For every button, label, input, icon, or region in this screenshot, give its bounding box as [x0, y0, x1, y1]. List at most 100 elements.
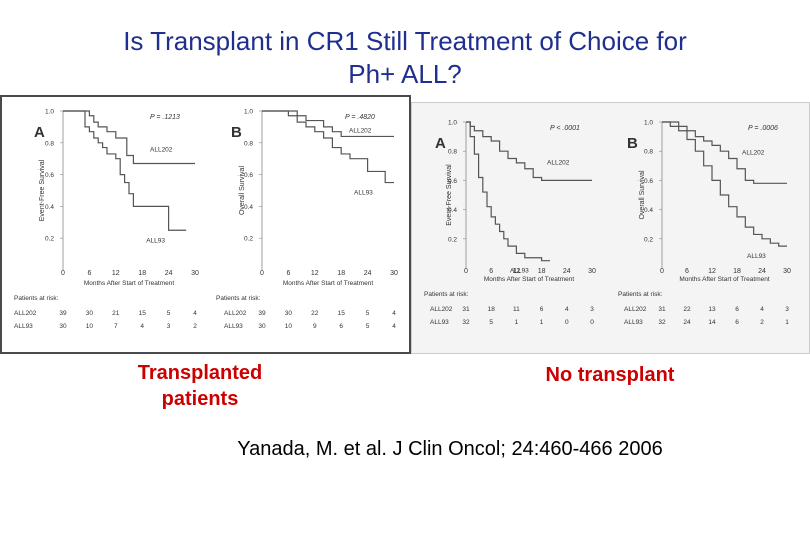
risk-value: 6 [735, 306, 739, 313]
risk-row-label: ALL202 [624, 306, 647, 313]
risk-value: 21 [112, 310, 120, 317]
survival-curve-all93 [466, 121, 550, 262]
y-tick-label: 0.6 [244, 172, 253, 179]
risk-value: 1 [785, 319, 789, 326]
y-tick-label: 0.8 [244, 140, 253, 147]
risk-value: 5 [366, 310, 370, 317]
risk-value: 18 [488, 306, 496, 313]
risk-value: 39 [59, 310, 67, 317]
y-tick-label: 0.8 [45, 140, 54, 147]
y-tick-label: 0.6 [644, 178, 653, 185]
risk-value: 3 [590, 306, 594, 313]
y-tick-label: 0.4 [45, 204, 54, 211]
risk-row-label: ALL202 [14, 310, 37, 317]
risk-value: 22 [683, 306, 691, 313]
risk-value: 39 [258, 310, 266, 317]
risk-value: 15 [139, 310, 147, 317]
series-label: ALL202 [547, 160, 570, 167]
y-axis-label: Event-Free Survival [446, 164, 453, 226]
risk-value: 5 [489, 319, 493, 326]
x-tick-label: 0 [464, 268, 468, 275]
slide-title-line2: Ph+ ALL? [348, 59, 462, 89]
y-tick-label: 0.8 [644, 149, 653, 156]
risk-row-label: ALL93 [224, 323, 243, 330]
panel-letter: A [34, 124, 45, 141]
p-value: P = .4820 [345, 114, 375, 121]
risk-value: 4 [760, 306, 764, 313]
risk-value: 22 [311, 310, 319, 317]
risk-value: 2 [760, 319, 764, 326]
slide-title-line1: Is Transplant in CR1 Still Treatment of … [123, 26, 687, 56]
survival-curve-all93 [662, 121, 787, 247]
x-tick-label: 0 [260, 270, 264, 277]
x-tick-label: 0 [660, 268, 664, 275]
x-tick-label: 12 [311, 270, 319, 277]
x-tick-label: 24 [563, 268, 571, 275]
risk-value: 4 [392, 323, 396, 330]
x-tick-label: 0 [61, 270, 65, 277]
survival-curve-all202 [466, 121, 592, 181]
risk-value: 4 [392, 310, 396, 317]
risk-value: 1 [540, 319, 544, 326]
risk-table-label: Patients at risk: [216, 295, 261, 302]
x-tick-label: 6 [87, 270, 91, 277]
y-tick-label: 0.8 [448, 149, 457, 156]
x-tick-label: 30 [390, 270, 398, 277]
y-axis-label: Overall Survival [639, 170, 646, 219]
risk-value: 4 [193, 310, 197, 317]
x-tick-label: 24 [758, 268, 766, 275]
x-tick-label: 30 [191, 270, 199, 277]
risk-value: 10 [86, 323, 94, 330]
x-tick-label: 30 [783, 268, 791, 275]
risk-value: 30 [86, 310, 94, 317]
risk-value: 31 [658, 306, 666, 313]
transplanted-figure-panel [0, 95, 411, 354]
x-tick-label: 12 [112, 270, 120, 277]
p-value: P = .0006 [748, 125, 778, 132]
risk-table-label: Patients at risk: [618, 291, 663, 298]
risk-value: 9 [313, 323, 317, 330]
x-tick-label: 12 [513, 268, 521, 275]
risk-value: 7 [114, 323, 118, 330]
x-tick-label: 18 [138, 270, 146, 277]
risk-value: 2 [193, 323, 197, 330]
risk-row-label: ALL93 [430, 319, 449, 326]
risk-value: 11 [513, 306, 520, 313]
risk-value: 14 [708, 319, 716, 326]
y-tick-label: 0.4 [244, 204, 253, 211]
y-axis-label: Event-Free Survival [39, 159, 46, 221]
y-tick-label: 1.0 [45, 109, 54, 116]
risk-value: 6 [540, 306, 544, 313]
y-tick-label: 0.6 [448, 178, 457, 185]
x-axis-label: Months After Start of Treatment [484, 276, 575, 283]
panel-letter: B [627, 135, 638, 152]
risk-value: 4 [140, 323, 144, 330]
p-value: P < .0001 [550, 125, 580, 132]
y-tick-label: 1.0 [644, 120, 653, 127]
panel-letter: A [435, 135, 446, 152]
y-tick-label: 0.2 [448, 236, 457, 243]
risk-row-label: ALL93 [14, 323, 33, 330]
survival-curve-all202 [63, 110, 195, 165]
series-label: ALL93 [510, 268, 529, 275]
x-tick-label: 6 [286, 270, 290, 277]
x-tick-label: 30 [588, 268, 596, 275]
x-tick-label: 6 [685, 268, 689, 275]
series-label: ALL93 [146, 237, 165, 244]
y-tick-label: 0.2 [644, 236, 653, 243]
series-label: ALL202 [150, 147, 173, 154]
y-tick-label: 1.0 [448, 120, 457, 127]
risk-value: 1 [515, 319, 519, 326]
x-tick-label: 24 [165, 270, 173, 277]
risk-value: 24 [683, 319, 691, 326]
risk-value: 6 [339, 323, 343, 330]
risk-row-label: ALL202 [224, 310, 247, 317]
risk-value: 13 [708, 306, 716, 313]
p-value: P = .1213 [150, 114, 180, 121]
risk-value: 3 [167, 323, 171, 330]
panel-letter: B [231, 124, 242, 141]
risk-value: 5 [366, 323, 370, 330]
x-tick-label: 12 [708, 268, 716, 275]
series-label: ALL93 [747, 253, 766, 260]
